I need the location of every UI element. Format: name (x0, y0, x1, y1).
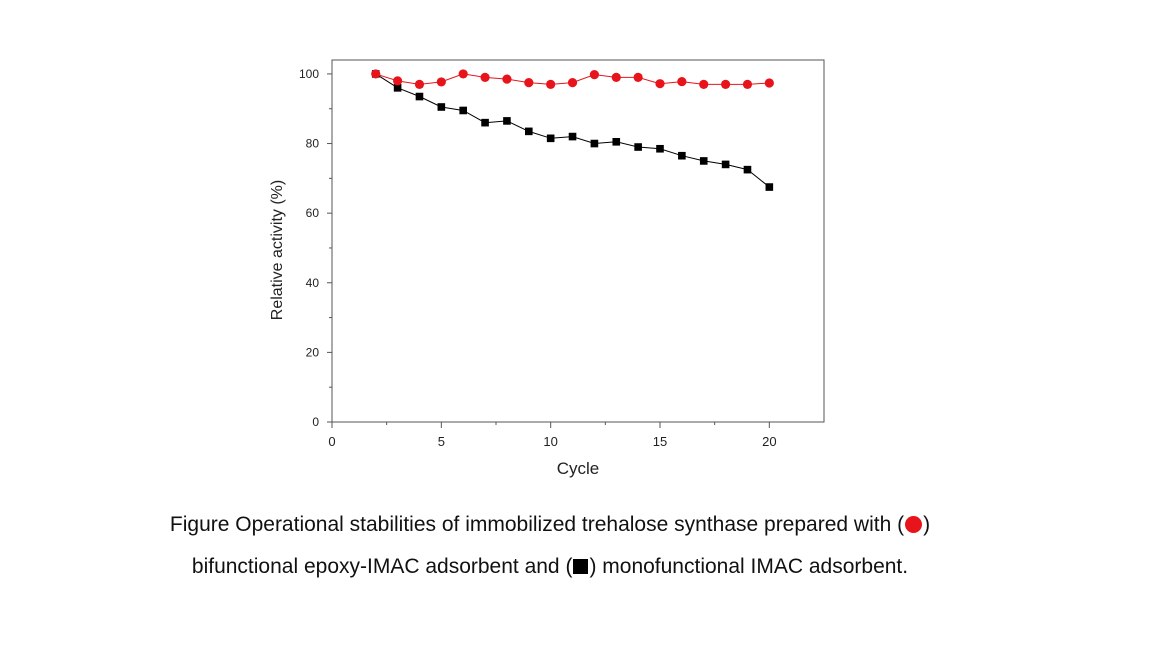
data-point-square (481, 118, 489, 127)
x-tick-label: 0 (328, 434, 335, 449)
caption-text-1: Figure Operational stabilities of immobi… (169, 513, 905, 536)
data-point-square (459, 106, 467, 115)
data-point-circle (589, 70, 600, 80)
y-tick-label: 80 (306, 137, 320, 151)
x-tick-label: 10 (543, 434, 557, 449)
data-point-circle (567, 78, 578, 88)
data-point-square (415, 92, 424, 101)
data-point-circle (524, 78, 534, 88)
y-tick-label: 0 (312, 415, 319, 429)
y-tick-label: 40 (306, 276, 320, 290)
data-point-square (721, 160, 730, 169)
data-point-square (393, 84, 402, 92)
y-axis-label: Relative activity (%) (269, 180, 286, 320)
data-point-circle (721, 79, 731, 89)
data-point-square (546, 134, 555, 143)
data-point-circle (414, 79, 425, 89)
data-point-circle (655, 79, 665, 89)
data-point-square (765, 183, 774, 191)
data-point-circle (677, 76, 687, 87)
data-point-circle (764, 78, 774, 88)
data-point-circle (480, 72, 490, 83)
figure-caption-line-2: bifunctional epoxy-IMAC adsorbent and ()… (0, 555, 1100, 579)
y-tick-label: 60 (306, 206, 320, 220)
data-point-square (743, 165, 752, 174)
series-line-monofunctional (375, 73, 770, 188)
data-point-circle (502, 74, 512, 84)
caption-text-1-end: ) (923, 513, 931, 536)
y-tick-label: 100 (299, 67, 319, 81)
data-point-square (525, 127, 533, 136)
black-square-marker-icon (573, 559, 589, 574)
x-tick-label: 20 (762, 434, 776, 449)
data-point-circle (458, 69, 468, 79)
caption-text-2: ) monofunctional IMAC adsorbent. (589, 555, 909, 578)
data-point-circle (633, 72, 643, 83)
data-point-square (678, 151, 686, 160)
red-circle-marker-icon (905, 516, 923, 533)
data-point-circle (699, 79, 709, 89)
data-point-square (503, 117, 511, 125)
data-point-square (568, 132, 577, 141)
y-tick-label: 20 (306, 345, 320, 359)
data-point-square (634, 143, 642, 151)
data-point-square (590, 139, 599, 148)
data-point-square (437, 103, 446, 111)
figure-caption-line-1: Figure Operational stabilities of immobi… (0, 513, 1100, 537)
plot-frame (331, 59, 825, 423)
data-point-circle (546, 79, 556, 89)
data-point-circle (371, 69, 381, 79)
data-point-square (699, 157, 708, 165)
x-axis-label: Cycle (557, 459, 600, 478)
caption-text-2-start: bifunctional epoxy-IMAC adsorbent and ( (191, 555, 573, 578)
x-tick-label: 15 (653, 434, 667, 449)
data-point-circle (611, 72, 621, 83)
data-point-circle (436, 77, 446, 87)
data-point-square (612, 137, 621, 146)
x-tick-label: 5 (438, 434, 445, 449)
data-point-circle (393, 76, 403, 86)
data-point-square (656, 144, 664, 153)
data-point-circle (742, 79, 753, 89)
